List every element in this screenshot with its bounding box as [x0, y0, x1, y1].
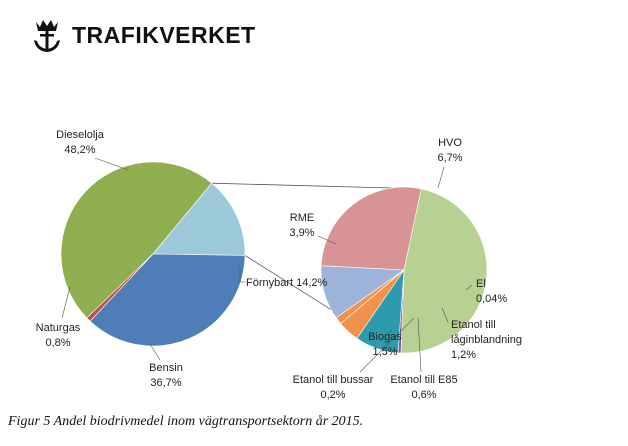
crown-anchor-icon — [34, 20, 60, 52]
main-pie-value-naturgas: 0,8% — [45, 337, 70, 349]
main-pie-leader-fornybart — [239, 268, 246, 283]
main-pie-label-fornybart: Förnybart 14,2% — [246, 277, 328, 289]
main-pie-slice-fornybart — [152, 182, 246, 256]
brand-name: TRAFIKVERKET — [72, 21, 256, 48]
renewables-pie-value-el: 0,04% — [476, 293, 507, 305]
renewables-pie — [320, 186, 488, 354]
renewables-pie-value-etanol-till-bussar: 0,2% — [320, 389, 345, 401]
renewables-pie-label-etanol-till-laginblandning: Etanol till — [451, 319, 496, 331]
renewables-pie-slice-hvo — [400, 188, 488, 354]
slice-labels: Dieselolja 48,2% Förnybart 14,2% Bensin 36,7… — [36, 129, 522, 401]
main-pie-slice-naturgas — [86, 253, 154, 322]
main-pie-label-naturgas: Naturgas — [36, 322, 81, 334]
renewables-pie-leader-hvo — [437, 166, 445, 189]
renewables-pie-label-el: El — [476, 278, 486, 290]
main-pie-value-bensin: 36,7% — [150, 377, 181, 389]
renewables-pie-value-biogas: 1,5% — [372, 346, 397, 358]
renewables-pie-label-etanol-till-bussar: Etanol till bussar — [293, 374, 374, 386]
main-pie-leader-bensin — [149, 343, 161, 361]
renewables-pie-leader-etanol-till-laginblandning — [441, 307, 449, 323]
trafikverket-logo: TRAFIKVERKET — [30, 12, 256, 58]
renewables-pie-value-etanol-till-e85: 0,6% — [411, 389, 436, 401]
renewables-pie-leader-biogas — [387, 329, 393, 335]
main-pie-leader-naturgas — [61, 286, 71, 319]
renewables-pie-label-etanol-till-e85: Etanol till E85 — [390, 374, 457, 386]
renewables-pie-value-hvo: 6,7% — [437, 152, 462, 164]
renewables-pie-leader-el — [465, 284, 473, 291]
figure-caption: Figur 5 Andel biodrivmedel inom vägtrans… — [8, 414, 364, 429]
renewables-pie-value-etanol-till-laginblandning: 1,2% — [451, 349, 476, 361]
main-pie-slice-dieselolja — [60, 161, 213, 319]
renewables-pie-label-rme: RME — [290, 212, 314, 224]
renewables-pie-leader-rme — [317, 235, 337, 245]
renewables-pie-value-rme: 3,9% — [289, 227, 314, 239]
renewables-pie-label-hvo: HVO — [438, 137, 462, 149]
main-pie — [60, 161, 246, 347]
main-pie-label-bensin: Bensin — [149, 362, 183, 374]
main-pie-leader-dieselolja — [94, 157, 129, 171]
renewables-pie-leader-etanol-till-bussar — [359, 317, 415, 373]
connector-line-top — [211, 182, 393, 189]
renewables-pie-slice-rme — [320, 186, 422, 271]
main-pie-slice-bensin — [89, 253, 246, 347]
main-pie-label-dieselolja: Dieselolja — [56, 129, 105, 141]
renewables-pie-label-etanol-till-laginblandning-1: låginblandning — [451, 334, 522, 346]
renewables-pie-leader-etanol-till-e85 — [417, 317, 422, 373]
renewables-pie-label-biogas: Biogas — [368, 331, 402, 343]
main-pie-value-dieselolja: 48,2% — [64, 144, 95, 156]
